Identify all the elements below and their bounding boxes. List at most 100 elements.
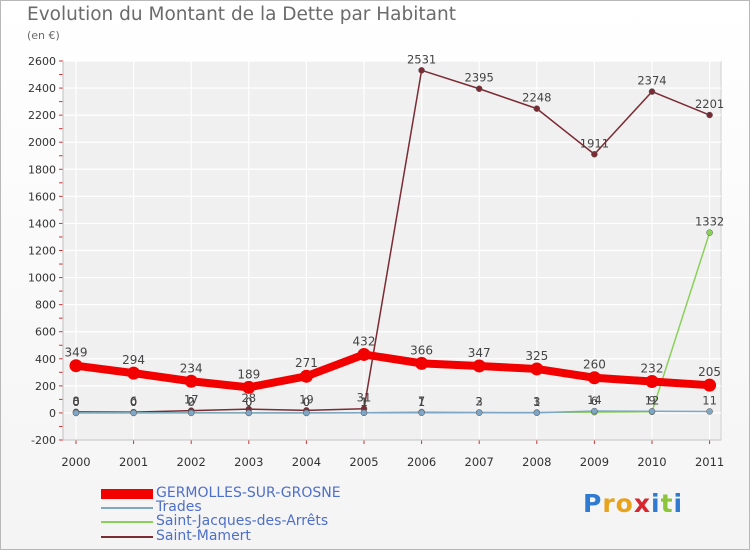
data-label-saint-mamert: 19 <box>299 392 314 406</box>
data-label-trades: 0 <box>130 395 137 409</box>
data-point-saint-jacques-des-arr-ts <box>706 229 713 236</box>
data-label-germolles-sur-grosne: 271 <box>295 356 318 370</box>
y-tick-label: 400 <box>35 353 56 366</box>
y-tick-label: 2400 <box>28 82 56 95</box>
data-point-trades <box>360 409 368 417</box>
series-line-germolles-sur-grosne <box>72 350 714 392</box>
data-point-saint-mamert <box>475 85 483 92</box>
data-point-trades <box>130 409 137 417</box>
data-label-trades: 14 <box>587 393 602 407</box>
y-tick-label: 2200 <box>28 109 56 122</box>
data-point-germolles-sur-grosne <box>299 369 313 383</box>
data-label-saint-jacques-des-arr-ts: 3 <box>476 395 483 409</box>
data-label-trades: 11 <box>702 393 717 407</box>
chart-title: Evolution du Montant de la Dette par Hab… <box>27 4 456 25</box>
data-point-trades <box>303 409 310 417</box>
data-label-saint-mamert: 28 <box>241 391 256 405</box>
y-tick-label: 600 <box>35 326 56 339</box>
legend-item: Trades <box>101 499 401 515</box>
data-label-saint-jacques-des-arr-ts: 7 <box>418 394 425 408</box>
legend-swatch <box>101 507 153 509</box>
x-tick-label: 2004 <box>292 455 321 469</box>
data-label-germolles-sur-grosne: 366 <box>410 343 433 357</box>
data-point-saint-mamert <box>648 88 656 95</box>
y-tick-label: 1200 <box>28 245 56 258</box>
data-point-germolles-sur-grosne <box>69 359 83 373</box>
data-point-germolles-sur-grosne <box>184 374 198 388</box>
data-point-trades <box>706 408 713 415</box>
data-label-saint-jacques-des-arr-ts: 0 <box>130 395 137 409</box>
y-tick-label: 2000 <box>28 136 56 149</box>
logo-letter: o <box>615 489 634 518</box>
data-point-trades <box>187 409 195 417</box>
data-label-germolles-sur-grosne: 234 <box>180 361 203 375</box>
data-label-saint-mamert: 17 <box>184 393 199 407</box>
data-label-saint-mamert: 2374 <box>637 74 666 88</box>
y-tick-label: 1600 <box>28 190 56 203</box>
data-label-saint-mamert: 2248 <box>522 91 551 105</box>
data-label-germolles-sur-grosne: 432 <box>353 334 376 348</box>
x-tick-label: 2008 <box>522 455 551 469</box>
legend-item: GERMOLLES-SUR-GROSNE <box>101 485 401 501</box>
data-label-saint-mamert: 1911 <box>580 136 609 150</box>
x-tick-label: 2010 <box>637 455 666 469</box>
data-point-germolles-sur-grosne <box>242 380 256 394</box>
data-label-trades: 1 <box>533 395 540 409</box>
data-point-saint-mamert <box>533 105 541 112</box>
data-point-trades <box>475 409 483 416</box>
data-label-trades: 1 <box>418 395 425 409</box>
data-label-germolles-sur-grosne: 232 <box>641 362 664 376</box>
data-label-saint-jacques-des-arr-ts: 1 <box>360 395 367 409</box>
data-point-trades <box>245 409 253 417</box>
series-line-saint-mamert <box>75 69 711 413</box>
data-label-saint-mamert: 2201 <box>695 97 724 111</box>
data-point-saint-mamert <box>418 67 425 74</box>
data-label-germolles-sur-grosne: 260 <box>583 358 606 372</box>
data-label-germolles-sur-grosne: 294 <box>122 353 145 367</box>
data-point-germolles-sur-grosne <box>415 356 429 370</box>
data-point-trades <box>591 407 598 415</box>
logo-letter: r <box>602 489 616 518</box>
data-point-saint-mamert <box>706 111 713 119</box>
data-label-saint-jacques-des-arr-ts: 2 <box>188 395 195 409</box>
logo-letter: i <box>651 489 661 518</box>
data-label-germolles-sur-grosne: 189 <box>237 367 260 381</box>
data-point-germolles-sur-grosne <box>472 359 486 373</box>
data-point-saint-mamert <box>591 151 598 158</box>
y-tick-label: -200 <box>31 434 56 447</box>
data-point-trades <box>418 409 425 417</box>
legend-swatch <box>101 536 153 538</box>
data-label-trades: 2 <box>476 395 483 409</box>
legend-item: Saint-Jacques-des-Arrêts <box>101 513 401 529</box>
data-point-germolles-sur-grosne <box>357 347 371 361</box>
logo-letter: i <box>673 489 684 518</box>
data-label-saint-jacques-des-arr-ts: 1332 <box>695 215 724 229</box>
data-label-trades: 0 <box>303 395 310 409</box>
data-point-germolles-sur-grosne <box>703 378 717 392</box>
data-label-saint-mamert: 6 <box>130 394 137 408</box>
y-tick-label: 1800 <box>28 163 56 176</box>
data-label-germolles-sur-grosne: 325 <box>525 349 548 363</box>
proxiti-logo: Proxiti <box>583 489 683 518</box>
data-point-trades <box>72 409 80 417</box>
data-label-trades: 0 <box>188 395 195 409</box>
x-tick-label: 2011 <box>695 455 724 469</box>
data-label-trades: 1 <box>360 395 367 409</box>
data-point-trades <box>533 409 541 417</box>
x-tick-label: 2001 <box>119 455 148 469</box>
logo-letter: P <box>583 489 603 518</box>
legend-label: GERMOLLES-SUR-GROSNE <box>156 485 341 501</box>
y-axis-unit-label: (en €) <box>27 29 60 42</box>
legend-swatch <box>101 521 153 523</box>
y-tick-label: 800 <box>35 299 56 312</box>
y-tick-label: 2600 <box>28 55 56 68</box>
legend-label: Saint-Jacques-des-Arrêts <box>156 513 329 529</box>
x-tick-label: 2006 <box>407 455 436 469</box>
x-tick-label: 2009 <box>580 455 609 469</box>
data-label-saint-mamert: 8 <box>72 394 79 408</box>
x-tick-label: 2005 <box>349 455 378 469</box>
x-tick-label: 2002 <box>177 455 206 469</box>
legend-swatch <box>101 489 153 499</box>
